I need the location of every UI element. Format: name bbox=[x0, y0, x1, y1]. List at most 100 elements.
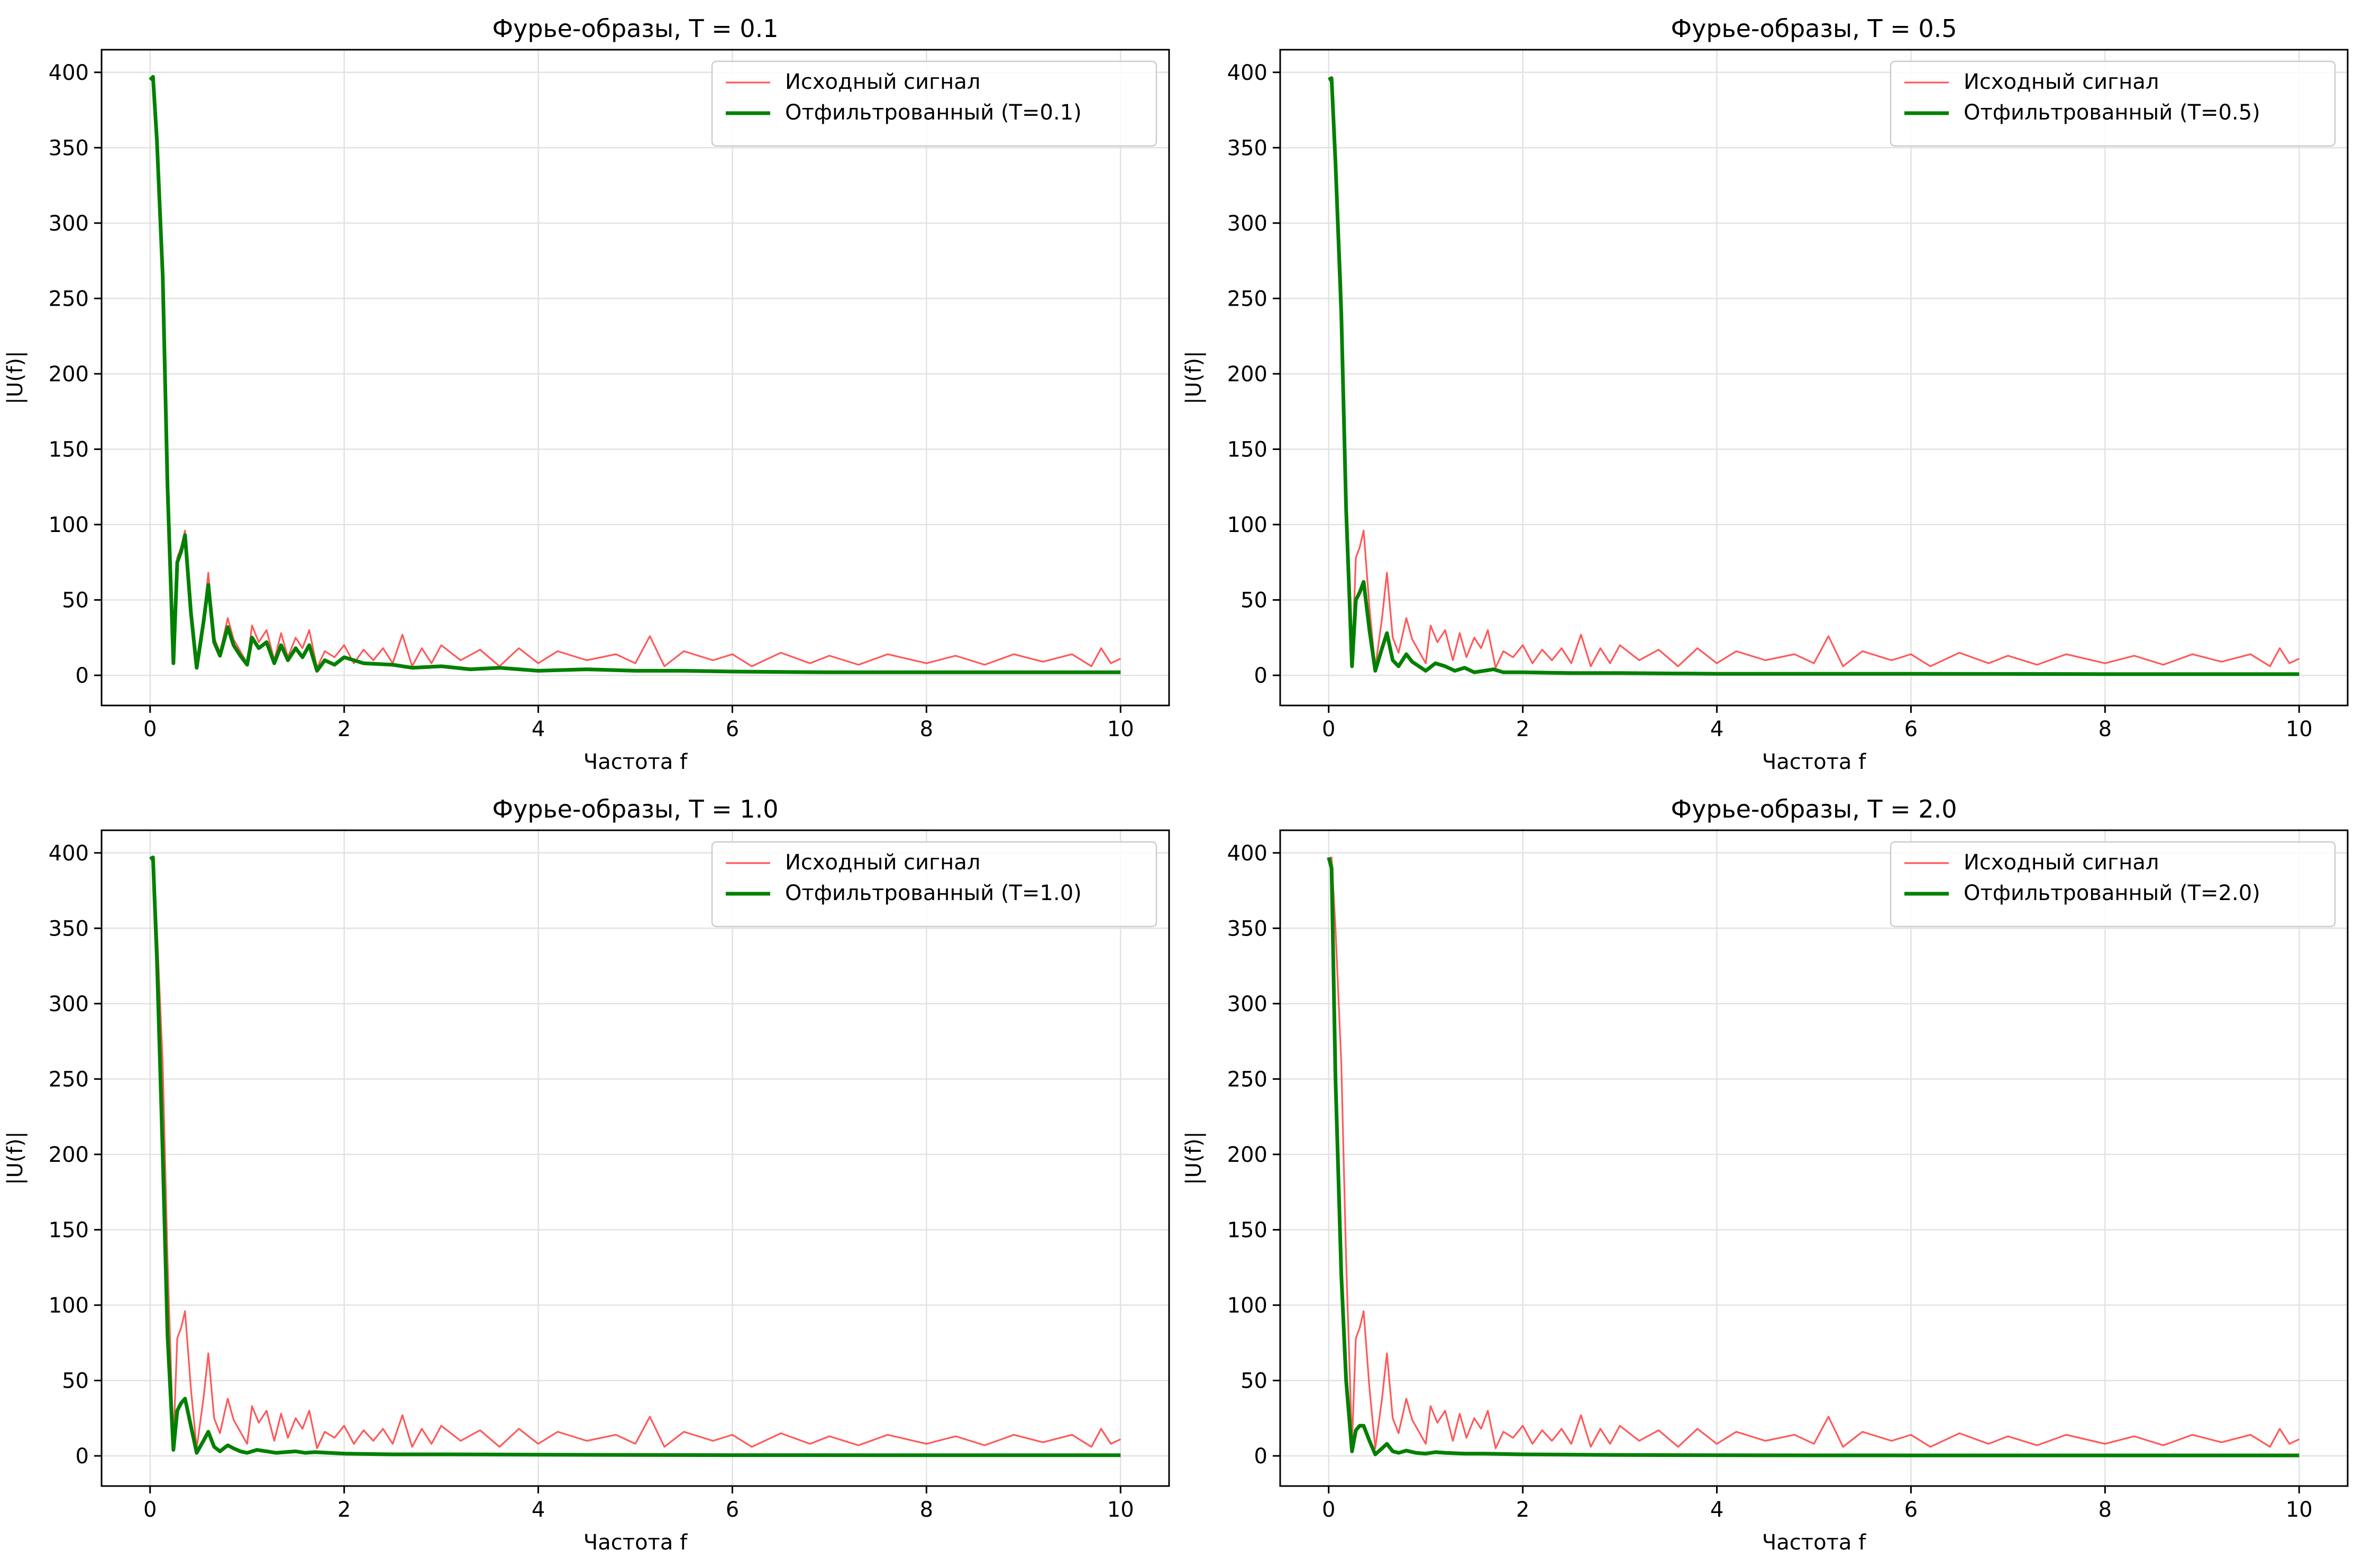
series-original-line bbox=[149, 76, 1121, 669]
y-tick-label: 400 bbox=[49, 61, 89, 85]
y-tick-label: 350 bbox=[1227, 136, 1267, 160]
x-tick-label: 10 bbox=[1107, 717, 1134, 741]
y-axis-label: |U(f)| bbox=[3, 1131, 28, 1185]
x-tick-label: 10 bbox=[1107, 1498, 1134, 1522]
y-tick-label: 0 bbox=[1254, 1444, 1267, 1469]
axes-frame bbox=[101, 829, 1170, 1487]
y-tick-label: 250 bbox=[1227, 287, 1267, 311]
x-tick-label: 6 bbox=[1904, 1498, 1918, 1522]
x-tick-label: 4 bbox=[1710, 1498, 1723, 1522]
y-tick-label: 150 bbox=[1227, 437, 1267, 462]
axes-frame bbox=[1279, 49, 2349, 707]
y-tick-label: 150 bbox=[1227, 1218, 1267, 1242]
y-tick-label: 150 bbox=[49, 1218, 89, 1242]
y-tick-label: 300 bbox=[1227, 212, 1267, 236]
x-tick-label: 2 bbox=[1516, 717, 1529, 741]
x-tick-label: 6 bbox=[1904, 717, 1918, 741]
axes-frame bbox=[1279, 829, 2349, 1487]
y-tick-label: 200 bbox=[1227, 362, 1267, 387]
legend-label-original: Исходный сигнал bbox=[785, 70, 980, 94]
subplot-title: Фурье-образы, T = 1.0 bbox=[492, 795, 779, 823]
y-tick-label: 350 bbox=[49, 136, 89, 160]
subplot-title: Фурье-образы, T = 0.5 bbox=[1671, 14, 1957, 43]
legend: Исходный сигнал Отфильтрованный (T=0.5) bbox=[1890, 60, 2336, 147]
subplot-title: Фурье-образы, T = 0.1 bbox=[492, 14, 779, 43]
y-tick-label: 150 bbox=[49, 437, 89, 462]
x-tick-label: 0 bbox=[1322, 1498, 1335, 1522]
y-tick-label: 50 bbox=[1240, 588, 1267, 612]
legend-label-filtered: Отфильтрованный (T=2.0) bbox=[1964, 881, 2260, 905]
y-tick-label: 50 bbox=[62, 588, 89, 612]
legend: Исходный сигнал Отфильтрованный (T=0.1) bbox=[711, 60, 1157, 147]
x-tick-label: 4 bbox=[532, 717, 545, 741]
x-tick-label: 8 bbox=[2099, 717, 2112, 741]
legend-label-original: Исходный сигнал bbox=[1964, 850, 2159, 875]
x-tick-label: 8 bbox=[2099, 1498, 2112, 1522]
y-tick-label: 0 bbox=[76, 1444, 89, 1469]
y-axis-label: |U(f)| bbox=[3, 351, 28, 405]
x-tick-label: 0 bbox=[143, 717, 157, 741]
x-tick-label: 4 bbox=[1710, 717, 1723, 741]
legend-box bbox=[711, 60, 1157, 147]
y-tick-label: 0 bbox=[1254, 664, 1267, 688]
y-tick-label: 250 bbox=[49, 1067, 89, 1092]
x-tick-label: 8 bbox=[920, 717, 933, 741]
legend-label-filtered: Отфильтрованный (T=0.5) bbox=[1964, 100, 2260, 125]
legend-label-original: Исходный сигнал bbox=[785, 850, 980, 875]
legend-box bbox=[1890, 841, 2336, 928]
x-tick-label: 0 bbox=[1322, 717, 1335, 741]
y-tick-label: 50 bbox=[1240, 1369, 1267, 1393]
series-original-line bbox=[1328, 76, 2300, 669]
y-tick-label: 0 bbox=[76, 664, 89, 688]
legend-label-original: Исходный сигнал bbox=[1964, 70, 2159, 94]
x-tick-label: 6 bbox=[726, 1498, 739, 1522]
y-tick-label: 200 bbox=[49, 362, 89, 387]
x-tick-label: 4 bbox=[532, 1498, 545, 1522]
y-tick-label: 100 bbox=[49, 513, 89, 537]
series-filtered-line bbox=[1328, 76, 2300, 676]
x-axis-label: Частота f bbox=[583, 750, 688, 774]
y-tick-label: 100 bbox=[1227, 1294, 1267, 1318]
y-axis-label: |U(f)| bbox=[1182, 1131, 1206, 1185]
y-tick-label: 200 bbox=[1227, 1143, 1267, 1167]
series-filtered-line bbox=[149, 75, 1121, 674]
y-tick-label: 400 bbox=[49, 841, 89, 866]
y-tick-label: 400 bbox=[1227, 841, 1267, 866]
x-tick-label: 0 bbox=[143, 1498, 157, 1522]
y-tick-label: 250 bbox=[49, 287, 89, 311]
axes-frame bbox=[101, 49, 1170, 707]
x-axis-label: Частота f bbox=[583, 1530, 688, 1555]
y-tick-label: 300 bbox=[49, 992, 89, 1016]
y-tick-label: 300 bbox=[49, 212, 89, 236]
x-tick-label: 2 bbox=[1516, 1498, 1529, 1522]
y-tick-label: 400 bbox=[1227, 61, 1267, 85]
y-tick-label: 100 bbox=[49, 1294, 89, 1318]
x-tick-label: 8 bbox=[920, 1498, 933, 1522]
series-original-line bbox=[1328, 856, 2300, 1450]
legend: Исходный сигнал Отфильтрованный (T=1.0) bbox=[711, 841, 1157, 928]
y-tick-label: 200 bbox=[49, 1143, 89, 1167]
legend-label-filtered: Отфильтрованный (T=0.1) bbox=[785, 100, 1082, 125]
x-tick-label: 2 bbox=[337, 1498, 351, 1522]
x-tick-label: 2 bbox=[337, 717, 351, 741]
x-tick-label: 10 bbox=[2286, 1498, 2313, 1522]
y-axis-label: |U(f)| bbox=[1182, 351, 1206, 405]
y-tick-label: 100 bbox=[1227, 513, 1267, 537]
subplot-title: Фурье-образы, T = 2.0 bbox=[1671, 795, 1957, 823]
x-axis-label: Частота f bbox=[1762, 750, 1866, 774]
y-tick-label: 300 bbox=[1227, 992, 1267, 1016]
legend: Исходный сигнал Отфильтрованный (T=2.0) bbox=[1890, 841, 2336, 928]
y-tick-label: 50 bbox=[62, 1369, 89, 1393]
y-tick-label: 350 bbox=[1227, 916, 1267, 941]
legend-label-filtered: Отфильтрованный (T=1.0) bbox=[785, 881, 1082, 905]
